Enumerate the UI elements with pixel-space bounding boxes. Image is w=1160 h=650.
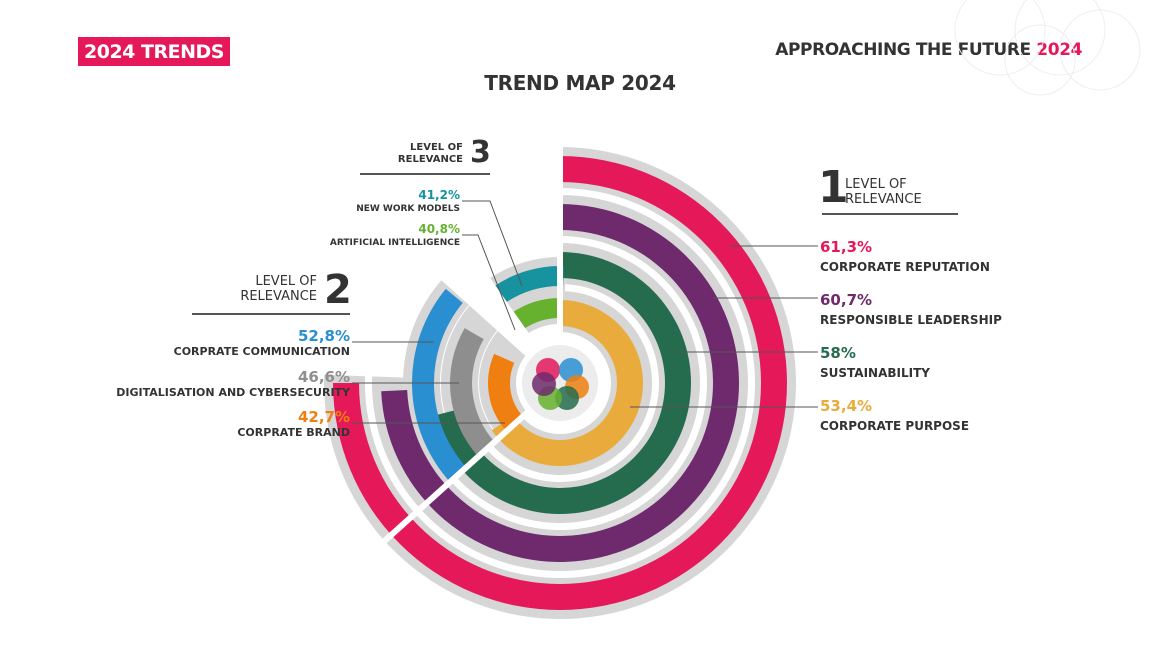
bar-arc (491, 300, 643, 466)
value-label: 60,7% (820, 291, 873, 309)
value-label: 46,6% (297, 368, 350, 386)
category-label: NEW WORK MODELS (356, 204, 460, 214)
value-label: 42,7% (297, 408, 350, 426)
category-label: CORPRATE COMMUNICATION (173, 345, 350, 358)
category-label: CORPORATE REPUTATION (820, 260, 990, 274)
core-bubble (555, 386, 579, 410)
bar-arc (511, 298, 563, 330)
category-label: RESPONSIBLE LEADERSHIP (820, 313, 1002, 327)
bar-arc (450, 328, 495, 457)
value-label: 53,4% (820, 397, 873, 415)
level-2-number: 2 (324, 267, 352, 313)
bar-arc (492, 266, 564, 304)
leader-line (462, 234, 516, 331)
level-3-number: 3 (470, 135, 491, 170)
sector-divider (375, 404, 536, 550)
value-label: 41,2% (418, 188, 460, 202)
tagline-main: APPROACHING THE FUTURE (775, 40, 1031, 60)
category-label: CORPORATE PURPOSE (820, 419, 970, 433)
bar-arc (487, 353, 523, 432)
leader-line (462, 200, 523, 287)
value-label: 58% (820, 344, 856, 362)
level-2-caption: LEVEL OF RELEVANCE (240, 274, 317, 304)
decor-circle (1004, 24, 1076, 96)
category-label: DIGITALISATION AND CYBERSECURITY (116, 386, 350, 399)
trends-badge: 2024 TRENDS (78, 37, 230, 66)
category-label: CORPRATE BRAND (237, 426, 350, 439)
core-bubble (532, 372, 556, 396)
decor-circle (954, 0, 1046, 76)
level-1-caption: LEVEL OF RELEVANCE (845, 177, 922, 207)
decor-circle (1059, 9, 1141, 91)
tagline-year: 2024 (1036, 40, 1082, 60)
category-label: ARTIFICIAL INTELLIGENCE (329, 238, 460, 248)
level-2-rule (192, 313, 350, 315)
level-1-rule (822, 213, 958, 215)
decor-circle (1014, 0, 1106, 76)
sector-divider (417, 180, 542, 356)
chart-title: TREND MAP 2024 (484, 71, 676, 95)
level-3-caption: LEVEL OF RELEVANCE (397, 142, 463, 165)
level-1-number: 1 (818, 162, 849, 213)
category-label: SUSTAINABILITY (820, 366, 930, 380)
bar-arc (411, 288, 467, 483)
value-label: 61,3% (820, 238, 873, 256)
level-3-rule (360, 173, 490, 175)
value-label: 52,8% (297, 327, 350, 345)
value-label: 40,8% (418, 222, 460, 236)
header-tagline: APPROACHING THE FUTURE 2024 (760, 40, 1082, 60)
sector-divider (375, 216, 536, 362)
